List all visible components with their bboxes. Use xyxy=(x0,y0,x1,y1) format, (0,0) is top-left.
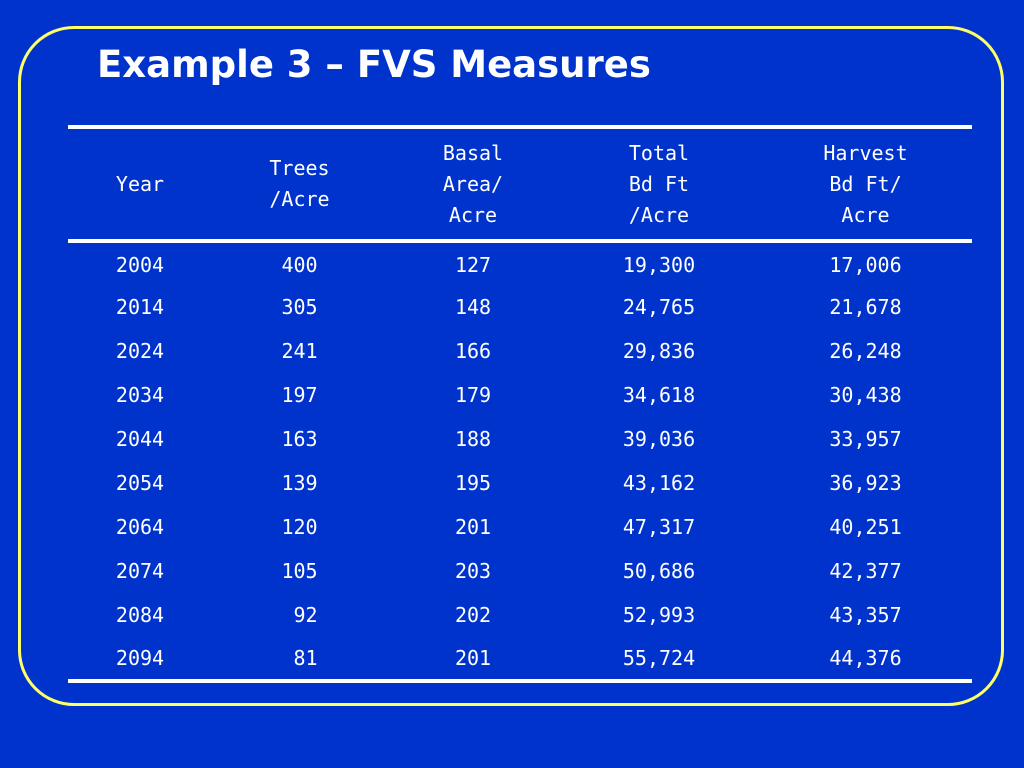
cell-harvest-bd-ft: 21,678 xyxy=(829,295,902,319)
cell-harvest-bd-ft: 33,957 xyxy=(829,427,902,451)
table-row: 2044 163 188 39,036 33,957 xyxy=(68,417,972,461)
table-row: 2074 105 203 50,686 42,377 xyxy=(68,549,972,593)
header-total-bd-ft-per-acre: Total Bd Ft/Acre xyxy=(559,125,759,243)
slide-frame xyxy=(18,26,1004,706)
cell-basal-area: 179 xyxy=(454,383,492,407)
cell-year: 2014 xyxy=(115,295,165,319)
cell-basal-area: 148 xyxy=(454,295,492,319)
header-line: Harvest xyxy=(823,140,908,165)
cell-year: 2084 xyxy=(115,603,165,627)
header-line: Year xyxy=(115,171,165,196)
fvs-measures-table: Year Trees/Acre Basal Area/Acre Total Bd Ft/A… xyxy=(68,125,972,683)
table-row: 2024 241 166 29,836 26,248 xyxy=(68,329,972,373)
cell-trees-per-acre: 81 xyxy=(212,637,387,683)
cell-trees-per-acre: 197 xyxy=(281,383,318,407)
table-row: 2054 139 195 43,162 36,923 xyxy=(68,461,972,505)
cell-trees-per-acre: 305 xyxy=(281,295,318,319)
header-harvest-bd-ft-per-acre: Harvest Bd Ft/Acre xyxy=(759,125,972,243)
cell-basal-area: 195 xyxy=(454,471,492,495)
cell-year: 2044 xyxy=(115,427,165,451)
table-body: 2004 400 127 19,300 17,006 2014 305 148 24,765 21… xyxy=(68,241,972,683)
cell-trees-per-acre: 241 xyxy=(281,339,318,363)
cell-trees-per-acre: 92 xyxy=(281,603,318,627)
cell-trees-per-acre: 105 xyxy=(281,559,318,583)
cell-year: 2034 xyxy=(115,383,165,407)
cell-harvest-bd-ft: 26,248 xyxy=(829,339,902,363)
table-row: 2004 400 127 19,300 17,006 xyxy=(68,241,972,285)
header-line: Acre xyxy=(448,202,498,227)
cell-harvest-bd-ft: 42,377 xyxy=(829,559,902,583)
cell-harvest-bd-ft: 40,251 xyxy=(829,515,902,539)
cell-basal-area: 188 xyxy=(454,427,492,451)
header-line: /Acre xyxy=(269,187,330,211)
header-line: /Acre xyxy=(628,202,690,227)
cell-total-bd-ft: 39,036 xyxy=(622,427,696,451)
header-line: Area/ xyxy=(442,171,504,196)
cell-total-bd-ft: 47,317 xyxy=(622,515,696,539)
cell-year: 2094 xyxy=(68,637,212,683)
header-basal-area-per-acre: Basal Area/Acre xyxy=(387,125,559,243)
header-line: Trees xyxy=(269,156,330,180)
cell-basal-area: 201 xyxy=(454,515,492,539)
table-row: 2094 81 201 55,724 44,376 xyxy=(68,637,972,683)
header-trees-per-acre: Trees/Acre xyxy=(212,125,387,243)
cell-basal-area: 127 xyxy=(454,253,492,277)
cell-trees-per-acre: 139 xyxy=(281,471,318,495)
cell-harvest-bd-ft: 43,357 xyxy=(829,603,902,627)
cell-total-bd-ft: 24,765 xyxy=(622,295,696,319)
cell-trees-per-acre: 120 xyxy=(281,515,318,539)
header-line: Total xyxy=(628,140,690,165)
cell-total-bd-ft: 52,993 xyxy=(622,603,696,627)
header-year: Year xyxy=(68,125,212,243)
cell-trees-per-acre: 163 xyxy=(281,427,318,451)
table-row: 2084 92 202 52,993 43,357 xyxy=(68,593,972,637)
cell-year: 2024 xyxy=(115,339,165,363)
cell-year: 2074 xyxy=(115,559,165,583)
header-line: Basal xyxy=(442,140,504,165)
cell-basal-area: 201 xyxy=(387,637,559,683)
cell-basal-area: 203 xyxy=(454,559,492,583)
cell-harvest-bd-ft: 30,438 xyxy=(829,383,902,407)
slide-title: Example 3 – FVS Measures xyxy=(97,43,651,86)
header-line: Bd Ft xyxy=(628,171,690,196)
cell-total-bd-ft: 19,300 xyxy=(622,253,696,277)
header-line: Acre xyxy=(841,202,890,227)
header-line: Bd Ft/ xyxy=(829,171,902,196)
cell-harvest-bd-ft: 44,376 xyxy=(759,637,972,683)
cell-total-bd-ft: 29,836 xyxy=(622,339,696,363)
table-row: 2034 197 179 34,618 30,438 xyxy=(68,373,972,417)
cell-harvest-bd-ft: 17,006 xyxy=(829,253,902,277)
cell-year: 2064 xyxy=(115,515,165,539)
cell-basal-area: 166 xyxy=(454,339,492,363)
cell-trees-per-acre: 400 xyxy=(281,253,318,277)
table-row: 2014 305 148 24,765 21,678 xyxy=(68,285,972,329)
cell-total-bd-ft: 43,162 xyxy=(622,471,696,495)
cell-year: 2004 xyxy=(115,253,165,277)
table-row: 2064 120 201 47,317 40,251 xyxy=(68,505,972,549)
cell-basal-area: 202 xyxy=(454,603,492,627)
cell-harvest-bd-ft: 36,923 xyxy=(829,471,902,495)
cell-total-bd-ft: 55,724 xyxy=(559,637,759,683)
cell-year: 2054 xyxy=(115,471,165,495)
table-header-row: Year Trees/Acre Basal Area/Acre Total Bd Ft/A… xyxy=(68,125,972,243)
cell-total-bd-ft: 34,618 xyxy=(622,383,696,407)
cell-total-bd-ft: 50,686 xyxy=(622,559,696,583)
